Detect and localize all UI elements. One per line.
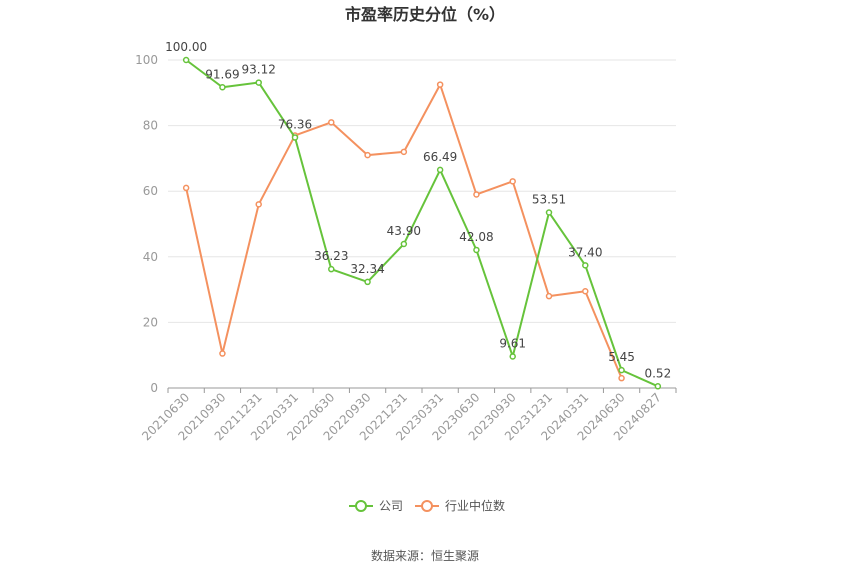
legend-item[interactable]: 行业中位数 (415, 498, 505, 513)
y-tick-label: 100 (135, 53, 158, 67)
data-label: 43.90 (387, 224, 421, 238)
data-label: 0.52 (644, 366, 671, 380)
data-point (328, 119, 335, 126)
data-label: 42.08 (459, 230, 493, 244)
data-label: 93.12 (242, 63, 276, 77)
legend-label: 公司 (379, 499, 403, 513)
data-point (219, 84, 226, 91)
data-point (582, 262, 589, 269)
data-label: 91.69 (205, 67, 239, 81)
data-label: 100.00 (165, 40, 207, 54)
data-label: 32.34 (350, 262, 384, 276)
data-point (364, 278, 371, 286)
data-point (255, 201, 262, 208)
data-point (182, 184, 190, 192)
data-label: 36.23 (314, 249, 348, 263)
data-label: 5.45 (608, 350, 635, 364)
data-point (582, 287, 589, 295)
data-label: 9.61 (499, 336, 526, 350)
data-point (618, 366, 625, 374)
y-axis: 0 20 40 60 80 100 (135, 53, 158, 395)
data-point (400, 148, 408, 156)
data-point (328, 265, 335, 273)
data-label: 66.49 (423, 150, 457, 164)
data-point (219, 350, 226, 357)
data-label: 37.40 (568, 245, 602, 259)
y-tick-label: 20 (143, 315, 158, 329)
legend[interactable]: 公司 行业中位数 (349, 498, 505, 513)
legend-marker (355, 500, 367, 512)
grid-lines (168, 59, 676, 323)
data-point (473, 246, 480, 254)
data-point (436, 166, 444, 174)
x-axis: 2021063020210930202112312022033120220630… (139, 387, 677, 443)
data-point (545, 209, 553, 216)
data-point (509, 178, 516, 185)
data-point (654, 383, 662, 390)
y-tick-label: 80 (143, 119, 158, 133)
data-point (400, 240, 408, 248)
data-point (618, 374, 625, 382)
series-layer (182, 56, 662, 390)
y-tick-label: 40 (143, 250, 158, 264)
data-point (255, 79, 262, 86)
chart-title: 市盈率历史分位（%） (345, 5, 505, 24)
legend-marker (421, 500, 433, 512)
source-text: 数据来源：恒生聚源 (371, 548, 479, 563)
data-label: 53.51 (532, 192, 566, 206)
data-point (182, 56, 190, 64)
data-point (436, 81, 444, 88)
y-tick-label: 0 (150, 381, 158, 395)
data-point (473, 191, 480, 198)
legend-label: 行业中位数 (445, 498, 505, 513)
data-point (545, 292, 553, 300)
data-label: 76.36 (278, 118, 312, 132)
data-point (291, 134, 299, 141)
y-tick-label: 60 (143, 184, 158, 198)
series-line (185, 59, 659, 388)
data-point (509, 353, 516, 360)
data-point (364, 151, 371, 159)
legend-item[interactable]: 公司 (349, 499, 403, 513)
